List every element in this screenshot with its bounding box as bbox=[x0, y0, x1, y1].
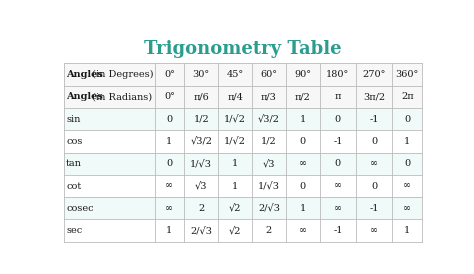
Text: π/6: π/6 bbox=[193, 92, 209, 101]
Text: 2/√3: 2/√3 bbox=[190, 226, 212, 235]
Text: π/3: π/3 bbox=[261, 92, 277, 101]
Text: 360°: 360° bbox=[396, 70, 419, 79]
Bar bbox=[64, 86, 422, 108]
Bar bbox=[64, 64, 422, 86]
Text: ∞: ∞ bbox=[370, 226, 378, 235]
Text: 0: 0 bbox=[404, 115, 410, 124]
Text: ∞: ∞ bbox=[403, 204, 411, 213]
Bar bbox=[64, 153, 422, 175]
Text: sin: sin bbox=[66, 115, 81, 124]
Text: 1: 1 bbox=[300, 115, 306, 124]
Text: Angles: Angles bbox=[66, 92, 103, 101]
Text: √3/2: √3/2 bbox=[258, 115, 280, 124]
Text: 0: 0 bbox=[300, 137, 306, 146]
Text: 1: 1 bbox=[166, 137, 173, 146]
Text: 0°: 0° bbox=[164, 92, 175, 101]
Bar bbox=[64, 108, 422, 130]
Bar bbox=[64, 197, 422, 219]
Text: Angles: Angles bbox=[66, 70, 103, 79]
Text: 0: 0 bbox=[371, 137, 377, 146]
Text: -1: -1 bbox=[333, 137, 343, 146]
Text: ∞: ∞ bbox=[299, 159, 307, 168]
Text: -1: -1 bbox=[333, 226, 343, 235]
Bar bbox=[64, 175, 422, 197]
Text: 45°: 45° bbox=[227, 70, 244, 79]
Text: sec: sec bbox=[66, 226, 82, 235]
Text: Trigonometry Table: Trigonometry Table bbox=[144, 40, 342, 58]
Text: 0: 0 bbox=[166, 115, 173, 124]
Text: 0: 0 bbox=[166, 159, 173, 168]
Text: √3/2: √3/2 bbox=[190, 137, 212, 146]
Text: 1: 1 bbox=[404, 137, 410, 146]
Bar bbox=[64, 219, 422, 242]
Text: 1: 1 bbox=[300, 204, 306, 213]
Text: 0: 0 bbox=[300, 182, 306, 190]
Text: 30°: 30° bbox=[192, 70, 210, 79]
Text: ∞: ∞ bbox=[334, 204, 342, 213]
Text: π: π bbox=[335, 92, 341, 101]
Text: 1/√2: 1/√2 bbox=[224, 115, 246, 124]
Text: 3π/2: 3π/2 bbox=[363, 92, 385, 101]
Text: π/4: π/4 bbox=[227, 92, 243, 101]
Text: cos: cos bbox=[66, 137, 82, 146]
Text: 1: 1 bbox=[232, 159, 238, 168]
Text: 1: 1 bbox=[232, 182, 238, 190]
Text: 1/2: 1/2 bbox=[193, 115, 209, 124]
Text: 0: 0 bbox=[335, 115, 341, 124]
Text: 1/√3: 1/√3 bbox=[258, 182, 280, 190]
Text: ∞: ∞ bbox=[334, 182, 342, 190]
Text: 180°: 180° bbox=[326, 70, 349, 79]
Text: 1/√3: 1/√3 bbox=[190, 159, 212, 168]
Text: 1: 1 bbox=[166, 226, 173, 235]
Text: 0: 0 bbox=[404, 159, 410, 168]
Text: ∞: ∞ bbox=[165, 204, 173, 213]
Text: 1/2: 1/2 bbox=[261, 137, 277, 146]
Text: ∞: ∞ bbox=[403, 182, 411, 190]
Text: 0: 0 bbox=[335, 159, 341, 168]
Text: -1: -1 bbox=[370, 115, 379, 124]
Text: 2: 2 bbox=[266, 226, 272, 235]
Text: 90°: 90° bbox=[294, 70, 311, 79]
Text: ∞: ∞ bbox=[299, 226, 307, 235]
Text: 1: 1 bbox=[404, 226, 410, 235]
Text: 0°: 0° bbox=[164, 70, 175, 79]
Text: √3: √3 bbox=[195, 182, 208, 190]
Text: 270°: 270° bbox=[363, 70, 386, 79]
Text: 2π: 2π bbox=[401, 92, 414, 101]
Text: (in Radians): (in Radians) bbox=[89, 92, 152, 101]
Text: √3: √3 bbox=[263, 159, 275, 168]
Text: π/2: π/2 bbox=[295, 92, 311, 101]
Text: 0: 0 bbox=[371, 182, 377, 190]
Text: cosec: cosec bbox=[66, 204, 94, 213]
Text: cot: cot bbox=[66, 182, 82, 190]
Text: ∞: ∞ bbox=[370, 159, 378, 168]
Text: 60°: 60° bbox=[260, 70, 277, 79]
Bar bbox=[64, 130, 422, 153]
Text: 2/√3: 2/√3 bbox=[258, 204, 280, 213]
Text: √2: √2 bbox=[229, 204, 241, 213]
Text: 1/√2: 1/√2 bbox=[224, 137, 246, 146]
Text: √2: √2 bbox=[229, 226, 241, 235]
Text: -1: -1 bbox=[370, 204, 379, 213]
Text: ∞: ∞ bbox=[165, 182, 173, 190]
Text: (in Degrees): (in Degrees) bbox=[89, 70, 154, 79]
Text: tan: tan bbox=[66, 159, 82, 168]
Text: 2: 2 bbox=[198, 204, 204, 213]
